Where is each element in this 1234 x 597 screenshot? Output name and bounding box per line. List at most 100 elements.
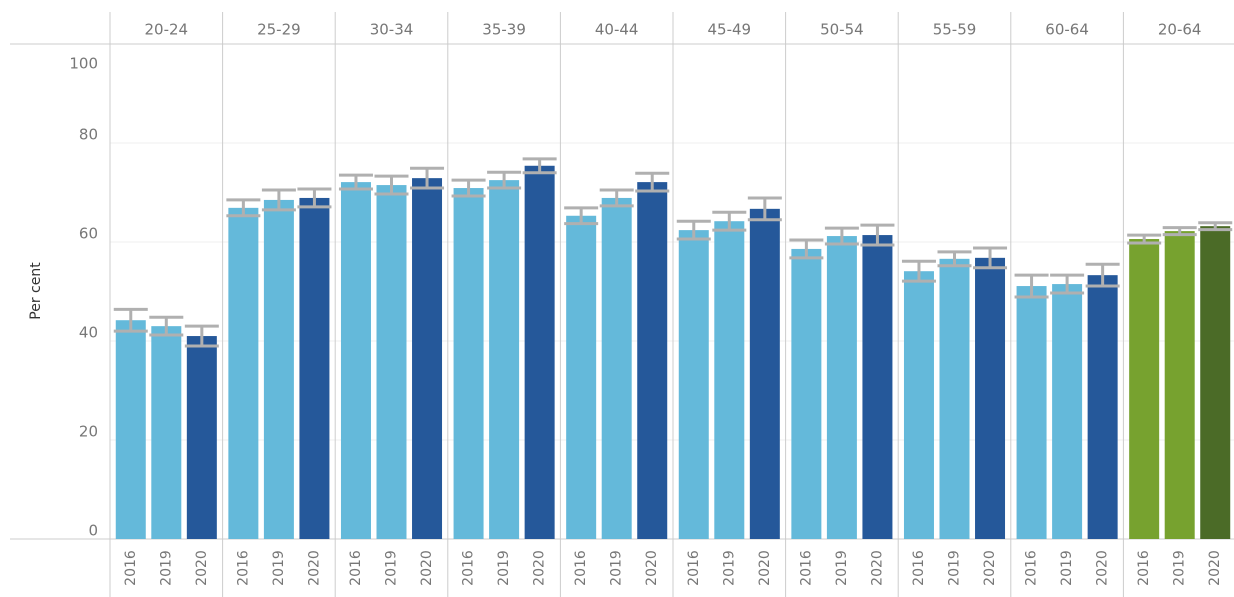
bar (412, 178, 443, 539)
panel-label: 20-24 (145, 21, 189, 39)
bar (1129, 239, 1160, 539)
bar (115, 320, 146, 539)
x-tick-label: 2020 (1095, 550, 1111, 586)
error-bar (1014, 273, 1049, 299)
x-tick-label: 2020 (644, 550, 660, 586)
x-tick-label: 2019 (947, 550, 963, 586)
bar (151, 326, 182, 539)
error-bar (410, 166, 445, 190)
x-tick-label: 2020 (1207, 550, 1223, 586)
bar (1200, 226, 1231, 539)
x-tick-label: 2019 (1172, 550, 1188, 586)
bar (1087, 275, 1118, 539)
error-bar (901, 259, 936, 283)
bar (678, 230, 709, 539)
error-bar (635, 171, 670, 193)
panel-label: 25-29 (257, 21, 301, 39)
bar (749, 208, 780, 539)
error-bar (338, 173, 373, 191)
panel-label: 45-49 (708, 21, 752, 39)
bar (862, 235, 893, 539)
error-bar (973, 246, 1008, 270)
bar (601, 197, 632, 539)
error-bar (937, 250, 972, 268)
x-tick-label: 2016 (461, 550, 477, 586)
x-tick-label: 2019 (721, 550, 737, 586)
x-tick-label: 2016 (348, 550, 364, 586)
error-bar (522, 157, 557, 175)
x-tick-label: 2019 (1059, 550, 1075, 586)
x-tick-label: 2016 (1024, 550, 1040, 586)
y-tick-label: 0 (88, 522, 98, 540)
error-bar (860, 223, 895, 247)
panel-label: 40-44 (595, 21, 639, 39)
x-tick-label: 2019 (834, 550, 850, 586)
y-tick-label: 80 (79, 126, 98, 144)
x-tick-label: 2016 (798, 550, 814, 586)
bar (975, 257, 1006, 539)
error-bar (1162, 226, 1197, 237)
x-tick-label: 2020 (194, 550, 210, 586)
panel-label: 55-59 (933, 21, 977, 39)
error-bar (226, 198, 261, 218)
x-tick-label: 2020 (306, 550, 322, 586)
panel-label: 20-64 (1158, 21, 1202, 39)
bar (228, 207, 259, 539)
bar (637, 182, 668, 540)
error-bar (261, 188, 296, 212)
bar (524, 165, 555, 539)
error-bar (1198, 221, 1233, 232)
error-bar (113, 307, 148, 333)
x-tick-label: 2020 (982, 550, 998, 586)
error-bar (747, 196, 782, 222)
panel-label: 30-34 (370, 21, 414, 39)
x-tick-label: 2016 (573, 550, 589, 586)
error-bar (1050, 273, 1085, 295)
error-bar (564, 206, 599, 226)
bar (376, 185, 407, 539)
bar (340, 182, 371, 540)
panel-label: 50-54 (820, 21, 864, 39)
bar (566, 215, 597, 539)
x-tick-label: 2019 (271, 550, 287, 586)
x-tick-label: 2016 (686, 550, 702, 586)
bar (263, 199, 294, 540)
y-tick-label: 100 (69, 55, 98, 73)
x-tick-label: 2019 (158, 550, 174, 586)
x-tick-label: 2020 (532, 550, 548, 586)
error-bar (149, 315, 184, 337)
bar (826, 236, 857, 539)
x-tick-label: 2020 (869, 550, 885, 586)
x-tick-label: 2020 (757, 550, 773, 586)
x-tick-label: 2016 (123, 550, 139, 586)
error-bar (676, 219, 711, 241)
error-bar (374, 174, 409, 196)
y-tick-label: 60 (79, 225, 98, 243)
x-tick-label: 2016 (235, 550, 251, 586)
panel-label: 60-64 (1045, 21, 1089, 39)
y-tick-label: 40 (79, 324, 98, 342)
bar (489, 180, 520, 539)
x-tick-label: 2019 (496, 550, 512, 586)
panel-label: 35-39 (482, 21, 526, 39)
y-axis-label: Per cent (28, 262, 44, 320)
bar (714, 221, 745, 539)
bar (1052, 284, 1083, 539)
error-bar (451, 178, 486, 198)
y-tick-label: 20 (79, 423, 98, 441)
bar (903, 271, 934, 539)
bar (1164, 231, 1195, 540)
x-tick-label: 2019 (609, 550, 625, 586)
bar (1016, 286, 1047, 539)
error-bar (824, 226, 859, 246)
error-bar (712, 210, 747, 232)
error-bar (184, 324, 219, 348)
error-bar (789, 238, 824, 260)
bar (186, 336, 217, 539)
bar (939, 258, 970, 539)
error-bar (599, 188, 634, 208)
bar (453, 188, 484, 540)
x-tick-label: 2016 (911, 550, 927, 586)
error-bar (1085, 262, 1120, 288)
